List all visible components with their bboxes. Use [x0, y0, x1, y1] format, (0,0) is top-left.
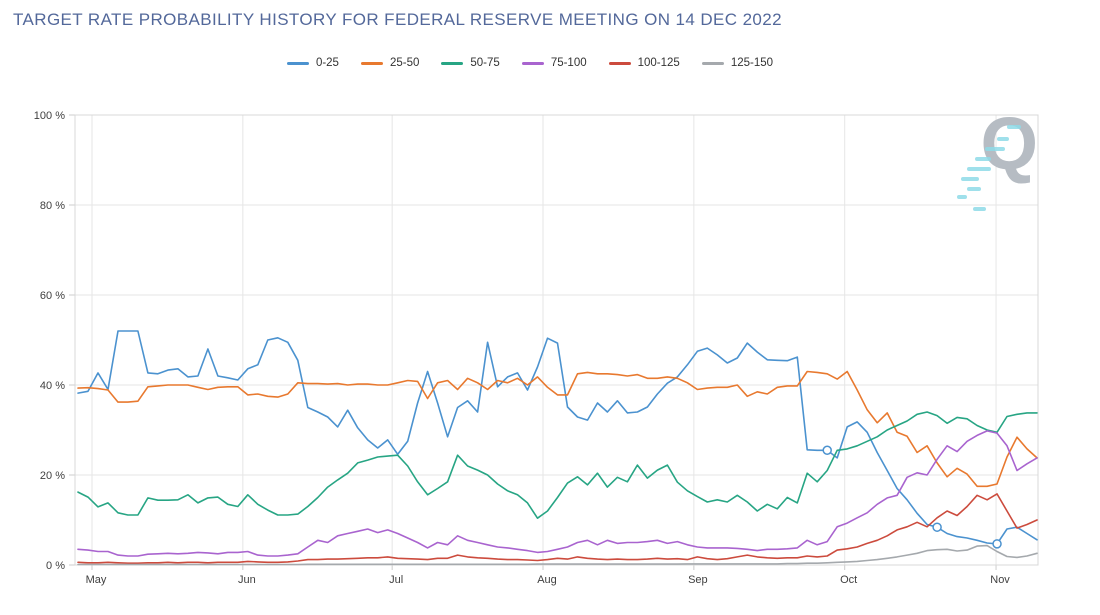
series-line-75-100[interactable]: [77, 430, 1038, 557]
x-axis-label: Sep: [688, 574, 708, 586]
y-axis-label: 60 %: [40, 290, 65, 302]
legend-label: 25-50: [389, 57, 420, 69]
series-line-25-50[interactable]: [77, 370, 1038, 488]
x-axis-label: Jun: [238, 574, 256, 586]
series-line-50-75[interactable]: [77, 411, 1038, 520]
legend-swatch-icon: [608, 61, 631, 65]
y-axis-label: 20 %: [40, 470, 65, 482]
x-axis-label: Nov: [990, 574, 1010, 586]
legend-item-125-150[interactable]: 125-150: [701, 57, 774, 69]
legend-item-100-125[interactable]: 100-125: [608, 57, 680, 69]
y-axis-label: 0 %: [46, 560, 65, 572]
y-axis-label: 80 %: [40, 200, 65, 212]
data-point-marker[interactable]: [822, 445, 832, 455]
x-axis-label: Aug: [537, 574, 557, 586]
legend-label: 0-25: [315, 57, 339, 69]
legend-swatch-icon: [521, 61, 544, 65]
y-axis-label: 40 %: [40, 380, 65, 392]
legend-swatch-icon: [701, 61, 724, 65]
x-axis-label: Jul: [389, 574, 403, 586]
legend-item-0-25[interactable]: 0-25: [286, 57, 339, 69]
legend-swatch-icon: [286, 61, 309, 65]
legend-label: 75-100: [550, 57, 587, 69]
legend-item-50-75[interactable]: 50-75: [441, 57, 500, 69]
y-axis-label: 100 %: [34, 110, 65, 122]
legend-label: 50-75: [470, 57, 500, 69]
legend-item-75-100[interactable]: 75-100: [521, 57, 587, 69]
legend: 0-25 25-50 50-75 75-100 100-125 125-150: [0, 57, 1060, 69]
series-line-0-25[interactable]: [77, 330, 1038, 545]
chart-title: TARGET RATE PROBABILITY HISTORY FOR FEDE…: [13, 10, 782, 29]
legend-swatch-icon: [360, 61, 383, 65]
x-axis-label: Oct: [840, 574, 857, 586]
data-point-marker[interactable]: [932, 522, 942, 532]
legend-item-25-50[interactable]: 25-50: [360, 57, 420, 69]
x-axis-label: May: [86, 574, 107, 586]
plot-border: [74, 114, 1039, 566]
legend-label: 100-125: [637, 57, 680, 69]
data-point-marker[interactable]: [992, 539, 1002, 549]
series-line-100-125[interactable]: [77, 493, 1038, 565]
legend-label: 125-150: [730, 57, 774, 69]
legend-swatch-icon: [441, 61, 464, 65]
series-line-125-150[interactable]: [77, 544, 1038, 566]
